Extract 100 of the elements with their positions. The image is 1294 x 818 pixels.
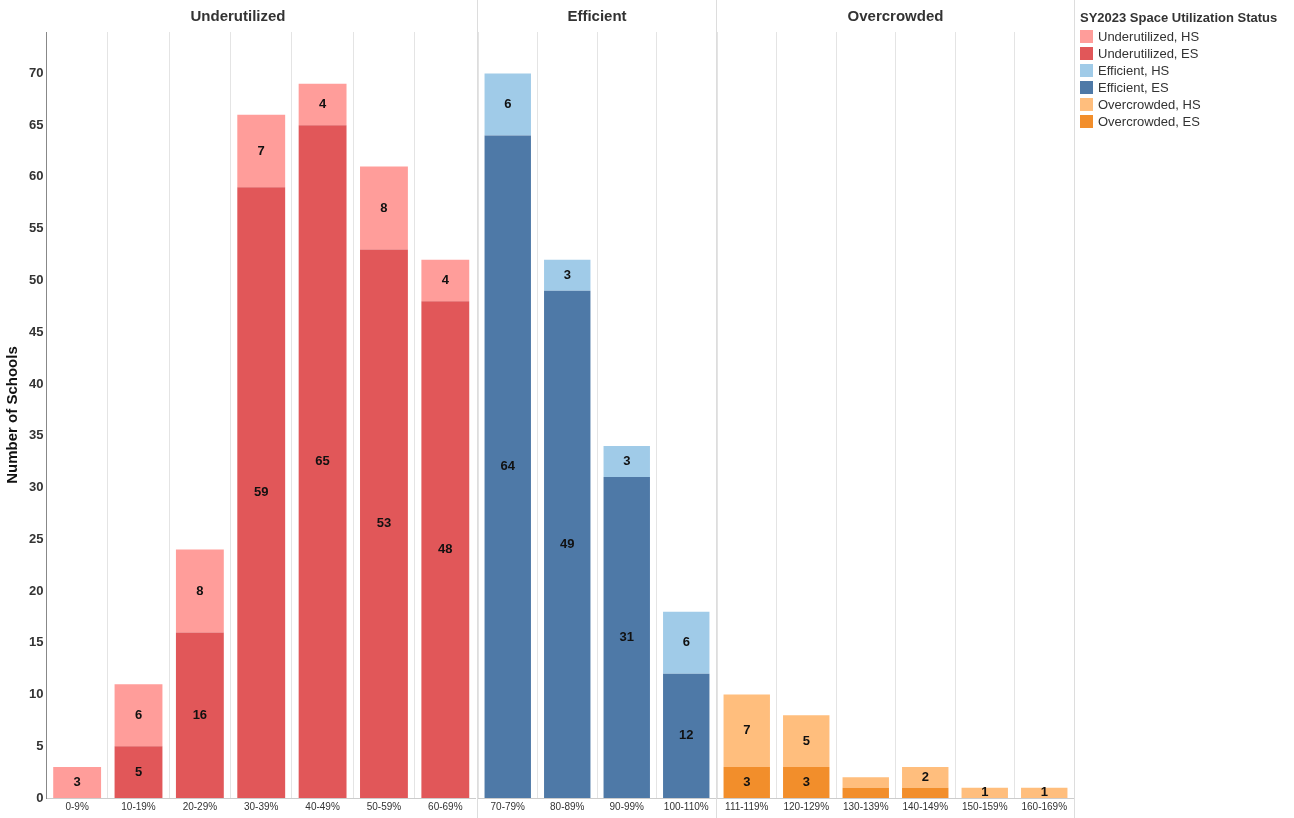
bar	[842, 777, 889, 788]
legend-label: Underutilized, HS	[1098, 29, 1200, 44]
y-tick-label: 35	[28, 427, 44, 443]
y-tick-label: 20	[28, 582, 44, 598]
chart-title: Underutilized	[190, 7, 286, 25]
y-tick-label: 50	[28, 272, 44, 288]
data-label: 3	[802, 774, 810, 790]
x-tick-label: 70-79%	[490, 800, 525, 812]
x-tick-label: 111-119%	[724, 800, 769, 812]
x-tick-label: 40-49%	[305, 800, 340, 812]
data-label: 1	[1040, 784, 1048, 800]
bar	[175, 549, 224, 633]
x-tick-label: 60-69%	[428, 800, 463, 812]
bar	[237, 187, 286, 798]
y-tick-label: 15	[28, 634, 44, 650]
data-label: 7	[257, 142, 265, 158]
bar	[421, 259, 470, 302]
bar	[237, 114, 286, 188]
data-label: 3	[73, 774, 81, 790]
data-label: 12	[678, 727, 693, 743]
x-tick-label: 0-9%	[65, 800, 89, 812]
x-tick-label: 50-59%	[366, 800, 402, 812]
bar	[360, 249, 408, 798]
data-label: 6	[682, 634, 690, 650]
data-label: 7	[742, 722, 750, 738]
x-tick-label: 130-139%	[842, 800, 889, 812]
x-tick-label: 120-129%	[782, 800, 829, 812]
data-label: 4	[441, 272, 450, 288]
y-tick-label: 70	[28, 64, 44, 80]
data-label: 8	[196, 582, 204, 598]
bar	[901, 766, 948, 788]
legend-title: SY2023 Space Utilization Status	[1080, 10, 1279, 25]
x-tick-label: 90-99%	[609, 800, 644, 812]
data-label: 5	[802, 732, 810, 748]
bar	[175, 632, 224, 798]
data-label: 53	[376, 515, 392, 531]
data-label: 59	[254, 484, 269, 500]
chart-title: Overcrowded	[847, 7, 943, 25]
x-tick-label: 150-159%	[961, 800, 1008, 812]
bar	[543, 290, 590, 798]
data-label: 3	[563, 266, 571, 282]
y-tick-label: 45	[28, 323, 44, 339]
x-tick-label: 160-169%	[1020, 800, 1067, 812]
bar	[360, 166, 408, 250]
data-label: 6	[503, 96, 511, 112]
data-label: 6	[134, 706, 143, 722]
data-label: 1	[980, 784, 988, 800]
x-tick-label: 20-29%	[182, 800, 218, 812]
x-tick-label: 80-89%	[549, 800, 585, 812]
data-label: 16	[192, 706, 208, 722]
legend-label: Overcrowded, HS	[1098, 97, 1201, 112]
data-label: 8	[380, 199, 388, 215]
bar	[723, 766, 770, 798]
x-tick-label: 10-19%	[121, 800, 156, 812]
bar	[484, 73, 531, 136]
legend-label: Underutilized, ES	[1098, 46, 1199, 61]
y-tick-label: 5	[36, 737, 44, 753]
bar	[603, 446, 650, 478]
data-label: 65	[315, 453, 330, 469]
bar	[901, 787, 948, 798]
data-label: 31	[619, 629, 634, 645]
x-tick-label: 140-149%	[901, 800, 948, 812]
y-tick-label: 65	[28, 116, 44, 132]
bar	[298, 83, 347, 126]
bar	[114, 684, 163, 747]
y-tick-label: 30	[28, 479, 44, 495]
data-label: 2	[921, 768, 929, 784]
bar	[298, 125, 347, 798]
bar	[782, 766, 829, 798]
legend-label: Overcrowded, ES	[1098, 114, 1200, 129]
data-label: 3	[622, 453, 630, 469]
bar	[723, 694, 770, 767]
data-label: 48	[438, 541, 453, 557]
y-tick-label: 40	[28, 375, 44, 391]
data-label: 5	[134, 763, 143, 779]
bar	[662, 673, 709, 798]
y-tick-label: 25	[28, 530, 44, 546]
bar	[662, 611, 709, 674]
bar	[782, 715, 829, 767]
chart-title: Efficient	[566, 7, 627, 25]
bar	[484, 135, 531, 798]
y-axis-title: Number of Schools	[3, 346, 21, 484]
bar	[603, 477, 650, 798]
bar	[543, 259, 590, 291]
data-label: 3	[742, 774, 750, 790]
y-tick-label: 55	[28, 220, 44, 236]
bar	[114, 746, 163, 798]
bar	[421, 301, 470, 798]
data-label: 4	[318, 96, 327, 112]
x-tick-label: 100-110%	[663, 800, 709, 812]
y-tick-label: 60	[28, 168, 44, 184]
legend-label: Efficient, ES	[1098, 80, 1169, 95]
data-label: 49	[559, 535, 574, 551]
x-tick-label: 30-39%	[244, 800, 279, 812]
bar	[842, 787, 889, 798]
y-tick-label: 0	[36, 789, 44, 805]
y-tick-label: 10	[28, 686, 44, 702]
bar	[53, 766, 102, 798]
legend-label: Efficient, HS	[1098, 63, 1170, 78]
data-label: 64	[500, 458, 516, 474]
